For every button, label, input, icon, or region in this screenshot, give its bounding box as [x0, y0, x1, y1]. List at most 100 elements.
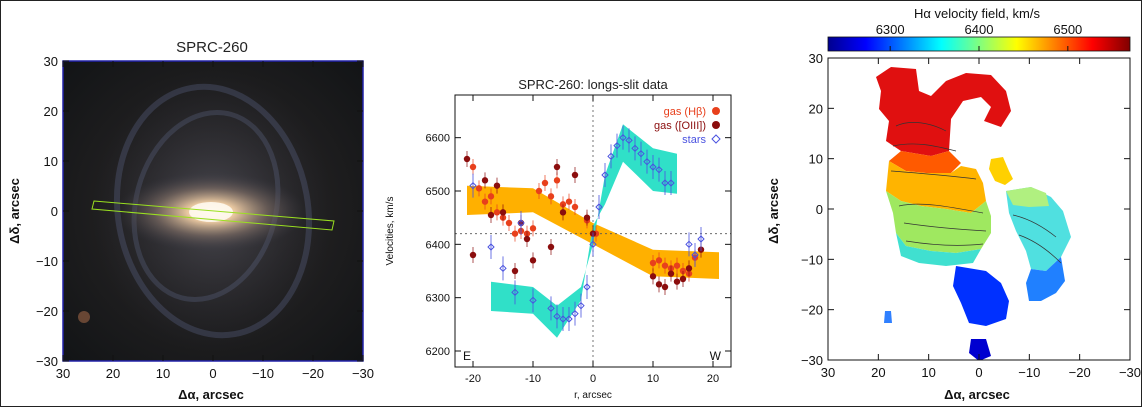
stellar-point	[487, 243, 495, 251]
stellar-point	[547, 304, 555, 313]
chart-x-axis-label: r, arcsec	[574, 390, 612, 401]
colorbar-tick-label: 6500	[1053, 22, 1082, 37]
chart-x-tick-label: 10	[647, 373, 659, 385]
velocity-map-y-axis-label: Δδ, arcsec	[766, 178, 781, 244]
gas-point	[655, 281, 663, 288]
stellar-point	[697, 235, 705, 243]
galaxy-x-tick-label: 30	[56, 366, 70, 381]
stellar-point	[661, 179, 669, 187]
stellar-point	[667, 179, 675, 187]
slit-outline	[91, 200, 335, 231]
velocity-map-y-tick-label: −10	[801, 252, 823, 267]
chart-axis-ticks: -20 -10 0 10 20 6200 6300 6400 6500 6600	[426, 95, 731, 385]
galaxy-y-tick-label: 10	[44, 154, 58, 169]
gas-point	[511, 230, 519, 237]
gas-point	[571, 203, 579, 211]
legend-label-stars: stars	[682, 134, 706, 146]
stellar-point	[607, 152, 615, 161]
stellar-point	[517, 219, 525, 227]
gas-point	[673, 262, 681, 269]
gas-point	[463, 155, 471, 163]
gas-point	[547, 193, 555, 200]
gas-point	[559, 209, 567, 216]
long-slit-chart: SPRC-260: longs-slit data -20 -10 0 10 20 620…	[385, 77, 732, 401]
chart-x-tick-label: -10	[525, 373, 541, 385]
gas-point	[547, 243, 555, 251]
legend-label-oiii: gas ([OIII])	[654, 120, 706, 132]
stellar-point	[499, 264, 507, 273]
stellar-point	[529, 296, 537, 305]
velocity-map-x-axis-label: Δα, arcsec	[944, 387, 1010, 402]
gas-point	[667, 270, 675, 277]
galaxy-x-axis-label: Δα, arcsec	[178, 387, 244, 402]
chart-y-tick-label: 6600	[426, 133, 450, 145]
velocity-blob-west	[1006, 187, 1071, 301]
galaxy-y-tick-label: 0	[51, 204, 58, 219]
legend-label-hbeta: gas (Hβ)	[664, 106, 706, 118]
velocity-blob-northeast	[876, 67, 1011, 213]
gas-point	[469, 251, 477, 259]
stellar-point	[655, 165, 663, 174]
velocity-map-x-tick-label: −10	[1018, 365, 1040, 380]
gas-point	[487, 193, 495, 200]
data-points	[463, 125, 705, 331]
chart-x-tick-label: -20	[465, 373, 481, 385]
legend-marker-stars	[711, 134, 721, 144]
chart-legend: gas (Hβ) gas ([OIII]) stars	[654, 106, 721, 146]
velocity-map-y-tick-label: 10	[809, 152, 823, 167]
gas-point	[685, 265, 693, 272]
gas-point	[481, 198, 489, 205]
gas-point	[529, 225, 537, 232]
galaxy-y-tick-label: −30	[36, 354, 58, 369]
galaxy-y-tick-label: 30	[44, 54, 58, 69]
galaxy-x-tick-label: 0	[209, 366, 216, 381]
corner-label-east: E	[463, 349, 471, 363]
gas-point	[541, 179, 549, 187]
gas-point	[505, 219, 513, 227]
velocity-map-x-tick-label: 10	[921, 365, 935, 380]
galaxy-x-tick-label: −10	[252, 366, 274, 381]
gas-point	[499, 209, 507, 216]
stellar-point	[643, 157, 651, 166]
gas-point	[655, 257, 663, 264]
gas-point	[571, 171, 579, 179]
velocity-map-y-tick-label: 20	[809, 101, 823, 116]
stellar-point	[691, 251, 699, 259]
stellar-point	[625, 136, 633, 145]
stellar-point	[589, 240, 597, 249]
gas-point	[649, 273, 657, 280]
velocity-blob-south	[884, 266, 1009, 360]
gas-point	[511, 267, 519, 275]
galaxy-image-panel: SPRC-260 30 30 20 20 10 10 0 0 −10 −10 −20 −20 −30 −3…	[7, 39, 374, 402]
stellar-point	[649, 163, 657, 171]
velocity-map-x-tick-label: −20	[1069, 365, 1091, 380]
velocity-map-y-tick-label: 30	[809, 51, 823, 66]
velocity-blob-center	[886, 157, 1013, 266]
corner-label-west: W	[710, 349, 722, 363]
foreground-star	[78, 311, 90, 323]
stellar-point	[511, 288, 519, 297]
gas-point	[679, 275, 687, 283]
gas-point	[469, 163, 477, 171]
galaxy-axis-ticks: 30 30 20 20 10 10 0 0 −10 −10 −20 −20 −30 −30	[36, 54, 374, 381]
gas-point	[583, 214, 591, 221]
colorbar-tick-label: 6300	[876, 22, 905, 37]
legend-marker-oiii	[712, 121, 720, 129]
velocity-map-axis-ticks: 30 30 20 20 10 10 0 0 −10 −10 −20 −20 −30 −30	[801, 51, 1141, 380]
gas-point	[649, 259, 657, 267]
gas-point	[661, 262, 669, 269]
stellar-point	[631, 144, 639, 153]
gas-point	[481, 177, 489, 184]
gas-point	[553, 163, 561, 171]
chart-title: SPRC-260: longs-slit data	[518, 77, 668, 92]
galaxy-y-axis-label: Δδ, arcsec	[7, 178, 22, 244]
stellar-point	[583, 283, 591, 291]
gas-point	[553, 177, 561, 184]
stellar-point	[469, 181, 477, 190]
gas-point	[673, 278, 681, 285]
stellar-point	[565, 315, 573, 323]
gas-point	[475, 185, 483, 192]
legend-marker-hbeta	[712, 107, 720, 115]
galaxy-y-tick-label: −20	[36, 304, 58, 319]
